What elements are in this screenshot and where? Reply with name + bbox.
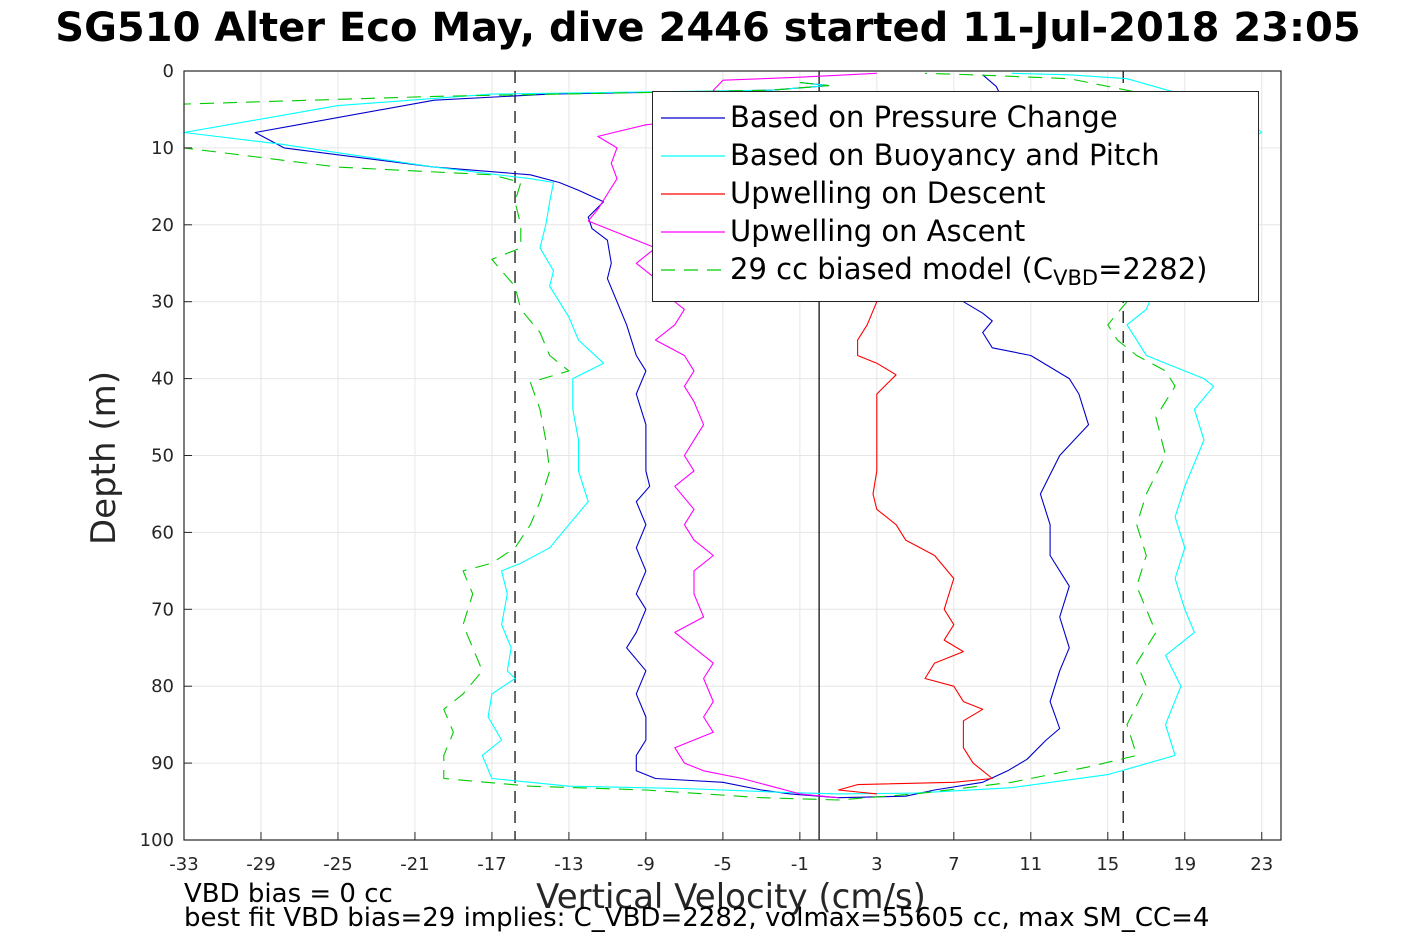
x-tick-label: -17 — [477, 854, 506, 875]
y-tick-label: 10 — [151, 138, 174, 159]
legend-swatch — [661, 193, 725, 195]
y-tick-label: 70 — [151, 599, 174, 620]
x-tick-label: 7 — [948, 854, 959, 875]
vbd-bias-note: VBD bias = 0 cc — [184, 879, 393, 909]
x-tick-label: 23 — [1250, 854, 1273, 875]
x-tick-label: -29 — [246, 854, 275, 875]
legend-entry: Based on Buoyancy and Pitch — [653, 136, 1258, 172]
legend-label: Based on Buoyancy and Pitch — [730, 138, 1160, 172]
legend-entry: Based on Pressure Change — [653, 98, 1258, 134]
y-tick-label: 100 — [140, 830, 174, 851]
legend-label: Based on Pressure Change — [730, 100, 1118, 134]
y-tick-label: 60 — [151, 522, 174, 543]
x-tick-label: -25 — [323, 854, 352, 875]
x-tick-label: 15 — [1096, 854, 1119, 875]
best-fit-note: best fit VBD bias=29 implies: C_VBD=2282… — [184, 903, 1210, 933]
legend: Based on Pressure Change Based on Buoyanc… — [652, 91, 1259, 302]
x-tick-label: -5 — [714, 854, 732, 875]
tick-layer: -33 -29 -25 -21 -17 -13 -9 -5 -1 3 7 11 15 19 23010203… — [140, 61, 1274, 875]
x-tick-label: -33 — [169, 854, 198, 875]
x-tick-label: -21 — [400, 854, 429, 875]
chart-title: SG510 Alter Eco May, dive 2446 started 1… — [55, 5, 1361, 51]
legend-entry: 29 cc biased model (CVBD=2282) — [653, 250, 1258, 290]
legend-entry: Upwelling on Ascent — [653, 212, 1258, 248]
x-tick-label: 11 — [1019, 854, 1042, 875]
x-tick-label: 19 — [1173, 854, 1196, 875]
legend-swatch — [661, 155, 725, 157]
series-line-4 — [183, 72, 1186, 801]
x-tick-label: 3 — [871, 854, 882, 875]
x-tick-label: -1 — [791, 854, 809, 875]
legend-label: Upwelling on Ascent — [730, 214, 1026, 248]
legend-entry: Upwelling on Descent — [653, 174, 1258, 210]
series-line-3 — [587, 72, 877, 799]
y-tick-label: 80 — [151, 676, 174, 697]
y-tick-label: 0 — [163, 61, 174, 82]
x-tick-label: -9 — [637, 854, 655, 875]
legend-swatch — [661, 269, 725, 271]
legend-swatch — [661, 117, 725, 119]
y-axis-label: Depth (m) — [84, 370, 124, 546]
legend-label: Upwelling on Descent — [730, 176, 1046, 210]
legend-swatch — [661, 231, 725, 233]
y-tick-label: 40 — [151, 369, 174, 390]
legend-label: 29 cc biased model (CVBD=2282) — [730, 252, 1208, 290]
series-layer — [183, 72, 1263, 801]
series-line-0 — [254, 74, 1090, 799]
x-axis-label: Vertical Velocity (cm/s) — [536, 877, 926, 917]
y-tick-label: 20 — [151, 215, 174, 236]
y-tick-label: 90 — [151, 753, 174, 774]
y-tick-label: 50 — [151, 446, 174, 467]
x-tick-label: -13 — [554, 854, 583, 875]
y-tick-label: 30 — [151, 292, 174, 313]
series-line-1 — [183, 72, 1263, 795]
